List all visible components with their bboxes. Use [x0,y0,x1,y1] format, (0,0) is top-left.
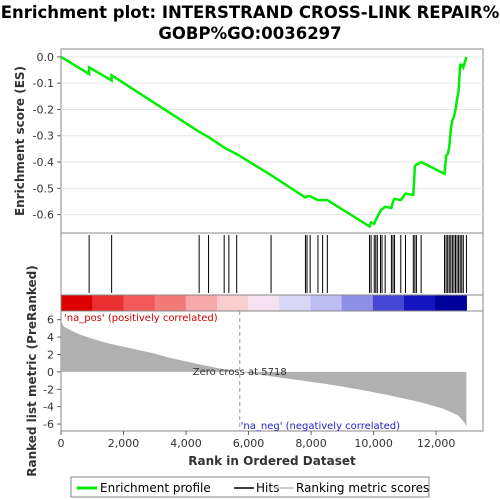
legend-hits-label: Hits [256,481,279,495]
es-y-axis-title: Enrichment score (ES) [13,66,27,216]
es-y-tick-label: -0.3 [33,130,54,143]
chart-title-line-2: GOBP%GO:0036297 [158,24,341,43]
x-tick-label: 10,000 [354,437,393,450]
colorbar-segment [341,295,374,311]
enrichment-profile-line [60,55,468,229]
x-tick-label: 12,000 [417,437,456,450]
metric-y-tick-label: 0 [47,366,54,379]
colorbar-segment [185,295,218,311]
colorbar-segment [279,295,311,311]
chart-title-line-1: Enrichment plot: INTERSTRAND CROSS-LINK … [1,3,500,22]
es-y-tick-label: -0.5 [33,182,54,195]
es-y-tick-label: -0.6 [33,209,54,222]
es-grid [61,56,483,216]
colorbar-segment [310,295,343,311]
metric-y-tick-label: 4 [47,331,54,344]
colorbar-segment [435,295,467,311]
metric-y-tick-label: -6 [43,418,54,431]
metric-y-tick-label: -4 [43,401,54,414]
es-y-tick-label: -0.1 [33,77,54,90]
hits-panel [60,232,484,296]
positive-label: 'na_pos' (positively correlated) [64,313,218,324]
colorbar-segment [216,295,249,311]
x-tick-label: 2,000 [108,437,140,450]
colorbar-segment [123,295,156,311]
zero-cross-label: Zero cross at 5718 [193,367,287,378]
x-tick-label: 4,000 [170,437,202,450]
metric-y-tick-label: 6 [47,314,54,327]
colorbar-segment [372,295,405,311]
legend-enrichment-label: Enrichment profile [100,481,211,495]
colorbar-segment [248,295,280,311]
es-y-tick-label: -0.4 [33,156,54,169]
colorbar-segment [154,295,187,311]
negative-label: 'na_neg' (negatively correlated) [241,421,400,432]
legend-metric-label: Ranking metric scores [296,481,429,495]
es-y-axis: 0.0 -0.1 -0.2 -0.3 -0.4 -0.5 -0.6 [33,51,61,222]
x-tick-label: 0 [58,437,65,450]
ranking-colorbar [60,294,484,312]
legend: Enrichment profile Hits Ranking metric s… [70,476,430,498]
hits-marks [88,235,467,293]
es-plot-area [60,48,484,234]
colorbar-segment [61,295,93,311]
x-axis-title: Rank in Ordered Dataset [188,454,356,468]
metric-y-tick-label: -2 [43,383,54,396]
metric-y-tick-label: 2 [47,348,54,361]
es-y-tick-label: -0.2 [33,103,54,116]
ranking-metric-area [61,321,467,427]
colorbar-segment [404,295,436,311]
x-tick-label: 6,000 [233,437,265,450]
colorbar-segment [92,295,124,311]
es-y-tick-label: 0.0 [37,51,55,64]
legend-box [70,476,430,498]
x-axis: 0 2,000 4,000 6,000 8,000 10,000 12,000 [58,431,456,450]
metric-y-axis-title: Ranked list metric (PreRanked) [25,265,39,477]
metric-y-axis: 6 4 2 0 -2 -4 -6 [43,314,61,431]
x-tick-label: 8,000 [295,437,327,450]
